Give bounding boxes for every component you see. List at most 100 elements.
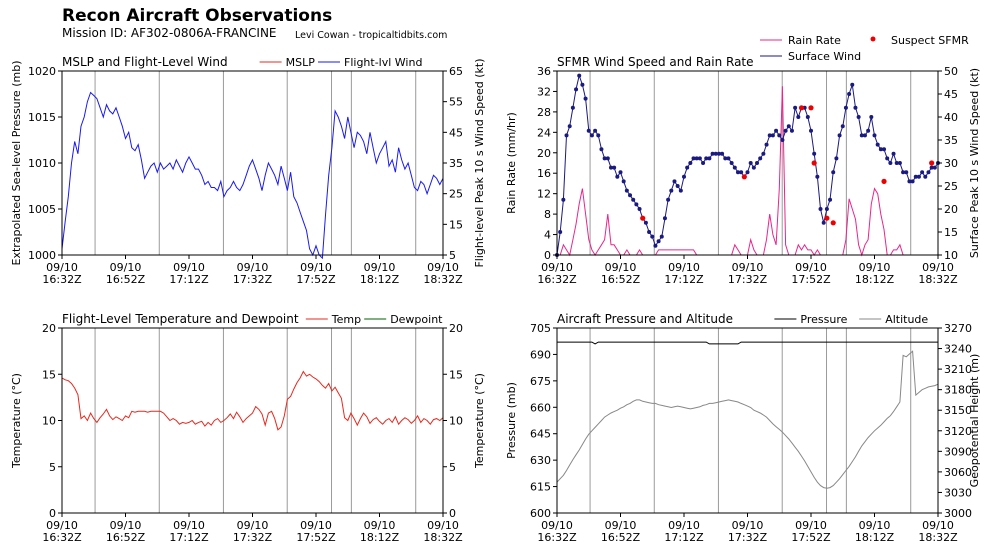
suspect-sfmr-point xyxy=(798,105,805,111)
surface-wind-point xyxy=(872,133,877,138)
surface-wind-point xyxy=(843,105,848,110)
x-tick-date: 09/10 xyxy=(668,261,700,274)
y-tick-label: 24 xyxy=(537,126,551,139)
surface-wind-point xyxy=(777,133,782,138)
series-line-pressure xyxy=(557,341,938,345)
y2-tick-label: 15 xyxy=(449,218,463,231)
y2-tick-label: 30 xyxy=(944,157,958,170)
y-tick-label: 10 xyxy=(42,415,56,428)
surface-wind-point xyxy=(882,147,887,152)
surface-wind-point xyxy=(901,170,906,175)
surface-wind-point xyxy=(869,115,874,119)
y-axis-label: Temperature (°C) xyxy=(10,373,23,469)
surface-wind-point xyxy=(716,151,721,156)
legend-altitude: Altitude xyxy=(885,313,928,326)
surface-wind-point xyxy=(561,197,566,202)
surface-wind-point xyxy=(834,156,839,161)
surface-wind-point xyxy=(726,156,731,161)
x-tick-time: 16:52Z xyxy=(106,273,146,286)
y2-tick-label: 3120 xyxy=(944,425,972,438)
y2-tick-label: 55 xyxy=(449,96,463,109)
surface-wind-point xyxy=(583,96,588,101)
surface-wind-point xyxy=(904,170,909,175)
x-tick-time: 18:32Z xyxy=(918,273,958,286)
y2-tick-label: 15 xyxy=(449,368,463,381)
panel-title: MSLP and Flight-Level Wind xyxy=(62,55,228,69)
surface-wind-point xyxy=(755,161,760,165)
y2-tick-label: 3090 xyxy=(944,445,972,458)
surface-wind-point xyxy=(618,170,623,175)
x-tick-time: 18:32Z xyxy=(423,273,463,286)
x-tick-date: 09/10 xyxy=(364,519,396,532)
surface-wind-point xyxy=(878,147,883,152)
panel-title: Aircraft Pressure and Altitude xyxy=(557,312,733,326)
surface-wind-point xyxy=(647,230,652,234)
surface-wind-point xyxy=(815,174,820,179)
surface-wind-point xyxy=(586,128,591,133)
x-tick-date: 09/10 xyxy=(922,519,954,532)
surface-wind-point xyxy=(923,174,928,179)
x-tick-time: 17:12Z xyxy=(664,273,704,286)
surface-wind-point xyxy=(612,165,617,170)
y-tick-label: 20 xyxy=(42,322,56,335)
surface-wind-point xyxy=(885,156,890,161)
surface-wind-point xyxy=(593,128,598,133)
surface-wind-point xyxy=(678,188,683,193)
y-tick-label: 1005 xyxy=(28,203,56,216)
x-tick-time: 17:32Z xyxy=(728,273,768,286)
x-tick-time: 18:32Z xyxy=(423,531,463,544)
plot-frame xyxy=(61,70,444,256)
surface-wind-point xyxy=(570,105,575,110)
y2-tick-label: 25 xyxy=(449,188,463,201)
x-tick-time: 16:32Z xyxy=(42,273,82,286)
surface-wind-point xyxy=(704,156,709,161)
surface-wind-point xyxy=(891,151,896,156)
x-tick-date: 09/10 xyxy=(859,261,891,274)
x-tick-time: 18:32Z xyxy=(918,531,958,544)
y2-tick-label: 20 xyxy=(944,203,958,216)
x-tick-date: 09/10 xyxy=(173,261,205,274)
plot-frame xyxy=(556,70,939,256)
surface-wind-point xyxy=(628,193,633,198)
x-tick-date: 09/10 xyxy=(732,261,764,274)
surface-wind-point xyxy=(910,179,915,184)
surface-wind-point xyxy=(907,179,912,184)
surface-wind-point xyxy=(694,156,699,161)
surface-wind-point xyxy=(751,165,756,170)
x-tick-time: 16:52Z xyxy=(601,531,641,544)
surface-wind-point xyxy=(710,151,715,156)
sfmr-figure-legend: Rain Rate Suspect SFMR Surface Wind xyxy=(760,34,969,63)
y-tick-label: 690 xyxy=(530,348,551,361)
suspect-sfmr-point xyxy=(741,174,747,180)
y-tick-label: 615 xyxy=(530,481,551,494)
y-tick-label: 0 xyxy=(544,249,551,262)
y2-tick-label: 45 xyxy=(944,88,958,101)
y2-axis-label: Surface Peak 10 s Wind Speed (kt) xyxy=(968,68,981,258)
x-tick-date: 09/10 xyxy=(300,519,332,532)
y2-tick-label: 10 xyxy=(944,249,958,262)
x-tick-time: 18:12Z xyxy=(360,273,400,286)
surface-wind-point xyxy=(786,124,791,129)
surface-wind-point xyxy=(764,142,769,147)
surface-wind-point xyxy=(697,156,702,161)
x-tick-date: 09/10 xyxy=(427,519,459,532)
surface-wind-point xyxy=(589,133,594,138)
surface-wind-point xyxy=(672,179,677,184)
x-tick-time: 16:52Z xyxy=(601,273,641,286)
y-tick-label: 645 xyxy=(530,428,551,441)
legend-surface-wind: Surface Wind xyxy=(788,50,861,63)
x-tick-date: 09/10 xyxy=(46,261,78,274)
x-tick-time: 17:52Z xyxy=(296,531,336,544)
panel-pressure_alt: 600 615 630 645 660 675 690 705 3000 3030 3060 3090… xyxy=(505,312,981,544)
y-tick-label: 15 xyxy=(42,368,56,381)
surface-wind-point xyxy=(809,128,813,133)
x-tick-date: 09/10 xyxy=(795,519,827,532)
surface-wind-point xyxy=(701,161,706,165)
y2-tick-label: 3060 xyxy=(944,466,972,479)
x-tick-time: 16:32Z xyxy=(537,273,577,286)
y-axis-label: Extrapolated Sea-level Pressure (mb) xyxy=(10,61,23,266)
x-tick-date: 09/10 xyxy=(237,261,269,274)
surface-wind-point xyxy=(650,234,655,239)
y-axis-label: Rain Rate (mm/hr) xyxy=(505,112,518,214)
surface-wind-point xyxy=(748,161,753,165)
